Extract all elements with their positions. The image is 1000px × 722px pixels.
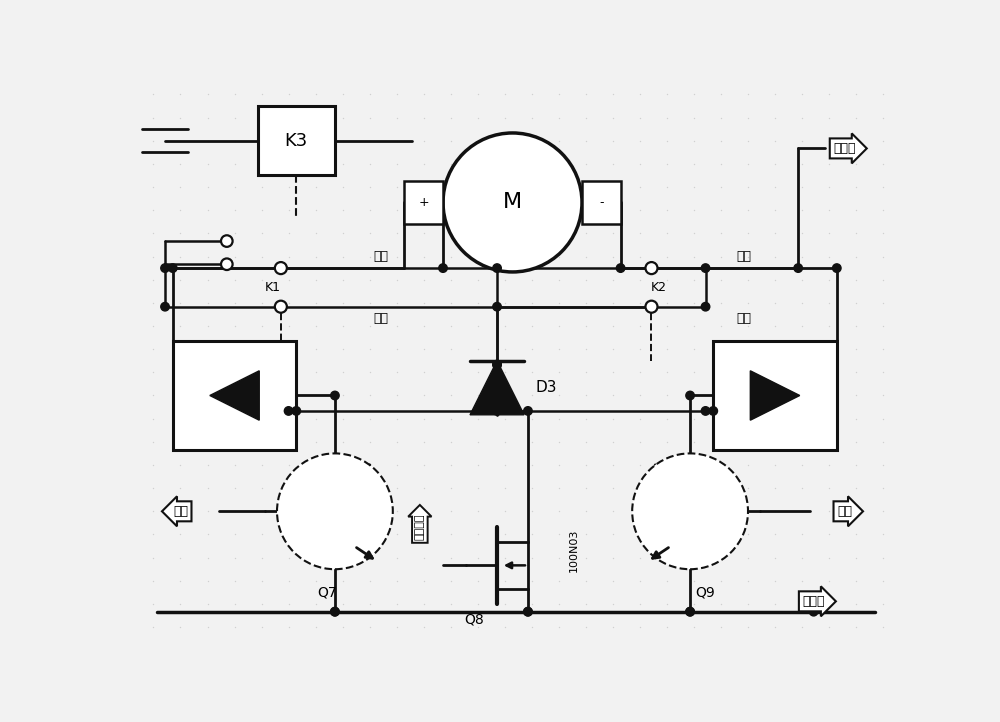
Circle shape (686, 607, 694, 616)
Bar (258, 106, 335, 175)
Circle shape (809, 607, 818, 616)
Circle shape (794, 264, 802, 272)
Circle shape (161, 303, 169, 311)
Circle shape (686, 607, 694, 616)
Circle shape (524, 406, 532, 415)
Circle shape (686, 391, 694, 400)
Circle shape (275, 300, 287, 313)
Circle shape (701, 264, 710, 272)
Circle shape (701, 303, 710, 311)
Text: 速度控制: 速度控制 (415, 513, 425, 540)
Polygon shape (750, 371, 800, 420)
Circle shape (524, 607, 532, 616)
Text: 常开: 常开 (374, 312, 389, 325)
Text: 后退: 后退 (173, 505, 188, 518)
Circle shape (616, 264, 625, 272)
Circle shape (701, 406, 710, 415)
Circle shape (524, 607, 532, 616)
Bar (404, 180, 443, 224)
Circle shape (833, 264, 841, 272)
Text: K3: K3 (285, 131, 308, 149)
Circle shape (493, 360, 501, 369)
Circle shape (493, 264, 501, 272)
Bar (713, 342, 837, 450)
Circle shape (493, 303, 501, 311)
Text: +: + (418, 196, 429, 209)
Circle shape (439, 264, 447, 272)
Text: K2: K2 (651, 281, 667, 294)
Circle shape (645, 300, 658, 313)
Polygon shape (210, 371, 259, 420)
Circle shape (493, 360, 501, 369)
Circle shape (645, 262, 658, 274)
Text: Q8: Q8 (464, 612, 484, 627)
Text: 电源负: 电源负 (802, 595, 825, 608)
Bar (582, 180, 621, 224)
Text: 常闭: 常闭 (737, 250, 752, 263)
Circle shape (284, 406, 293, 415)
Text: M: M (503, 193, 522, 212)
Text: Q9: Q9 (696, 586, 715, 599)
Circle shape (709, 406, 718, 415)
Circle shape (331, 607, 339, 616)
Circle shape (292, 406, 301, 415)
Circle shape (275, 262, 287, 274)
Text: -: - (599, 196, 604, 209)
Text: 电源正: 电源正 (833, 142, 856, 155)
Circle shape (277, 453, 393, 569)
Circle shape (331, 391, 339, 400)
Text: 100N03: 100N03 (569, 529, 579, 572)
Circle shape (161, 264, 169, 272)
Text: 前进: 前进 (837, 505, 852, 518)
Bar (173, 342, 296, 450)
Circle shape (169, 264, 177, 272)
Circle shape (221, 258, 233, 270)
Text: K1: K1 (265, 281, 281, 294)
Text: 常开: 常开 (737, 312, 752, 325)
Circle shape (493, 406, 501, 415)
Text: D3: D3 (536, 380, 557, 395)
Circle shape (221, 235, 233, 247)
Circle shape (443, 133, 582, 272)
Circle shape (331, 607, 339, 616)
Text: 常闭: 常闭 (374, 250, 389, 263)
Circle shape (632, 453, 748, 569)
Polygon shape (470, 361, 524, 415)
Text: Q7: Q7 (317, 586, 337, 599)
